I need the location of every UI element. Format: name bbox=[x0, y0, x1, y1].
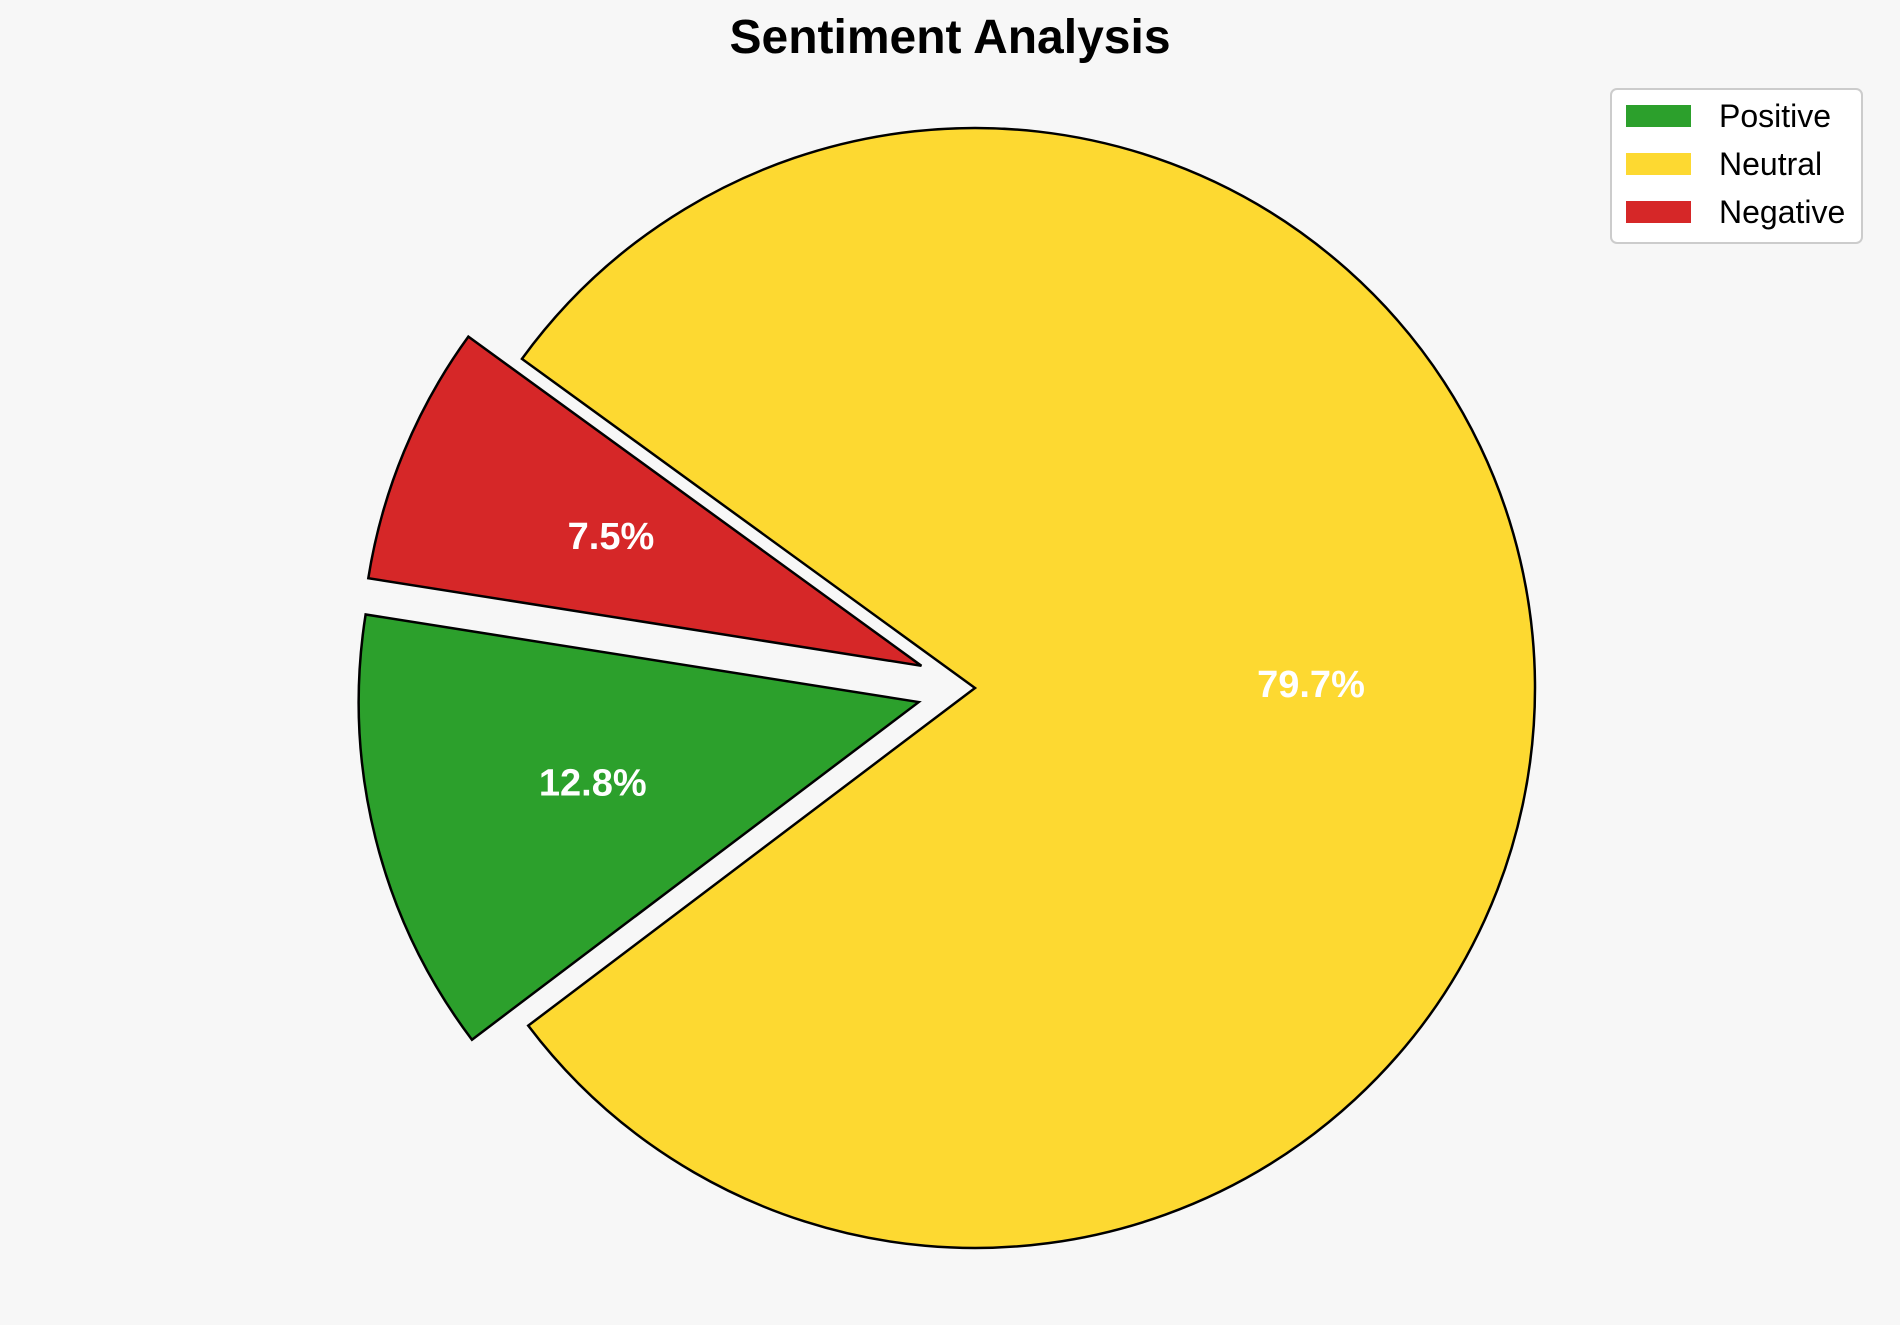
pie-slice-neutral bbox=[520, 126, 1537, 1250]
pie-slice-negative bbox=[366, 334, 923, 668]
pie-label-positive: 12.8% bbox=[539, 763, 647, 805]
legend-items: Positive Neutral Negative bbox=[1626, 98, 1845, 230]
legend-label-negative: Negative bbox=[1719, 194, 1845, 230]
pie-label-negative: 7.5% bbox=[568, 516, 655, 558]
pie-slice-positive bbox=[357, 613, 922, 1042]
pie-slice-labels: 12.8% 79.7% 7.5% bbox=[539, 516, 1365, 804]
pie-slices bbox=[357, 126, 1537, 1250]
pie-label-neutral: 79.7% bbox=[1257, 664, 1365, 706]
legend-label-positive: Positive bbox=[1719, 98, 1831, 134]
chart-title: Sentiment Analysis bbox=[729, 11, 1170, 64]
legend-swatch-neutral bbox=[1626, 153, 1691, 175]
legend-swatch-negative bbox=[1626, 201, 1691, 223]
legend-swatch-positive bbox=[1626, 105, 1691, 127]
legend-label-neutral: Neutral bbox=[1719, 146, 1822, 182]
legend: Positive Neutral Negative bbox=[1610, 88, 1863, 244]
